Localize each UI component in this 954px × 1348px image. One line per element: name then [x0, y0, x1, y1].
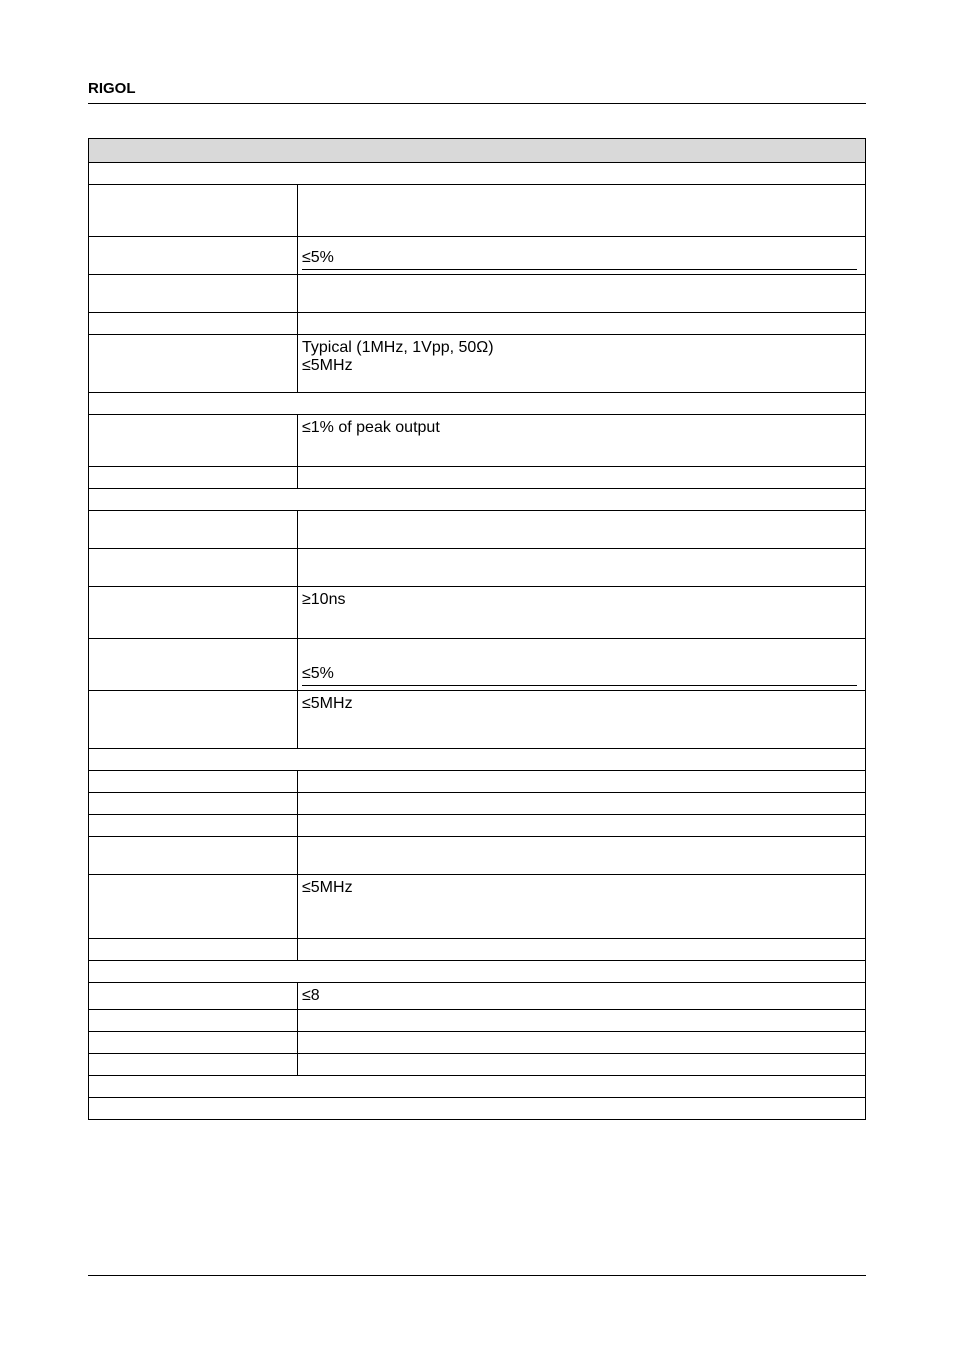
right-cell	[298, 549, 866, 587]
left-cell	[89, 1032, 298, 1054]
full-cell	[89, 749, 866, 771]
full-cell	[89, 489, 866, 511]
table-row	[89, 139, 866, 163]
left-cell	[89, 415, 298, 467]
left-cell	[89, 875, 298, 939]
table-row	[89, 1054, 866, 1076]
right-cell	[298, 793, 866, 815]
left-cell	[89, 691, 298, 749]
left-cell	[89, 793, 298, 815]
full-cell	[89, 1076, 866, 1098]
table-row: ≥10ns	[89, 587, 866, 639]
left-cell	[89, 313, 298, 335]
table-row	[89, 1076, 866, 1098]
table-row	[89, 489, 866, 511]
right-cell	[298, 313, 866, 335]
right-cell: ≤5%	[298, 639, 866, 691]
table-row	[89, 1098, 866, 1120]
table-row	[89, 1010, 866, 1032]
right-cell	[298, 939, 866, 961]
table-row: ≤5MHz	[89, 691, 866, 749]
right-cell	[298, 815, 866, 837]
page-header: RIGOL	[88, 80, 866, 104]
left-cell	[89, 237, 298, 275]
table-row	[89, 467, 866, 489]
table-row	[89, 275, 866, 313]
table-row	[89, 393, 866, 415]
table-row	[89, 1032, 866, 1054]
right-cell: ≤8	[298, 983, 866, 1010]
table-row: ≤8	[89, 983, 866, 1010]
table-row: ≤5%	[89, 237, 866, 275]
right-cell	[298, 511, 866, 549]
table-row	[89, 511, 866, 549]
left-cell	[89, 1054, 298, 1076]
table-row	[89, 313, 866, 335]
header-cell	[89, 139, 866, 163]
left-cell	[89, 939, 298, 961]
right-cell: ≤5MHz	[298, 691, 866, 749]
table-row	[89, 549, 866, 587]
table-row: ≤5MHz	[89, 875, 866, 939]
left-cell	[89, 587, 298, 639]
left-cell	[89, 1010, 298, 1032]
brand-label: RIGOL	[88, 80, 136, 97]
full-cell	[89, 1098, 866, 1120]
right-cell: ≤5%	[298, 237, 866, 275]
footer-line	[88, 1275, 866, 1276]
right-cell	[298, 837, 866, 875]
cell-text: ≤5%	[302, 249, 857, 270]
table-row: ≤1% of peak output	[89, 415, 866, 467]
table-row	[89, 939, 866, 961]
cell-text: ≤5%	[302, 665, 857, 686]
left-cell	[89, 335, 298, 393]
left-cell	[89, 639, 298, 691]
left-cell	[89, 467, 298, 489]
right-cell	[298, 1010, 866, 1032]
full-cell	[89, 961, 866, 983]
right-cell	[298, 275, 866, 313]
table-row	[89, 837, 866, 875]
right-cell: ≤1% of peak output	[298, 415, 866, 467]
left-cell	[89, 275, 298, 313]
right-cell: ≤5MHz	[298, 875, 866, 939]
left-cell	[89, 983, 298, 1010]
table-row: Typical (1MHz, 1Vpp, 50Ω)≤5MHz	[89, 335, 866, 393]
left-cell	[89, 185, 298, 237]
right-cell	[298, 1054, 866, 1076]
left-cell	[89, 815, 298, 837]
right-cell: ≥10ns	[298, 587, 866, 639]
table-row: ≤5%	[89, 639, 866, 691]
table-row	[89, 163, 866, 185]
right-cell: Typical (1MHz, 1Vpp, 50Ω)≤5MHz	[298, 335, 866, 393]
full-cell	[89, 393, 866, 415]
table-row	[89, 771, 866, 793]
cell-text: ≤5MHz	[302, 357, 353, 374]
table-row	[89, 961, 866, 983]
right-cell	[298, 185, 866, 237]
table-row	[89, 749, 866, 771]
right-cell	[298, 467, 866, 489]
table-row	[89, 793, 866, 815]
right-cell	[298, 1032, 866, 1054]
left-cell	[89, 511, 298, 549]
cell-text: Typical (1MHz, 1Vpp, 50Ω)	[302, 339, 494, 356]
spec-table: ≤5%Typical (1MHz, 1Vpp, 50Ω)≤5MHz≤1% of …	[88, 138, 866, 1120]
table-row	[89, 815, 866, 837]
left-cell	[89, 549, 298, 587]
left-cell	[89, 837, 298, 875]
table-row	[89, 185, 866, 237]
right-cell	[298, 771, 866, 793]
left-cell	[89, 771, 298, 793]
full-cell	[89, 163, 866, 185]
